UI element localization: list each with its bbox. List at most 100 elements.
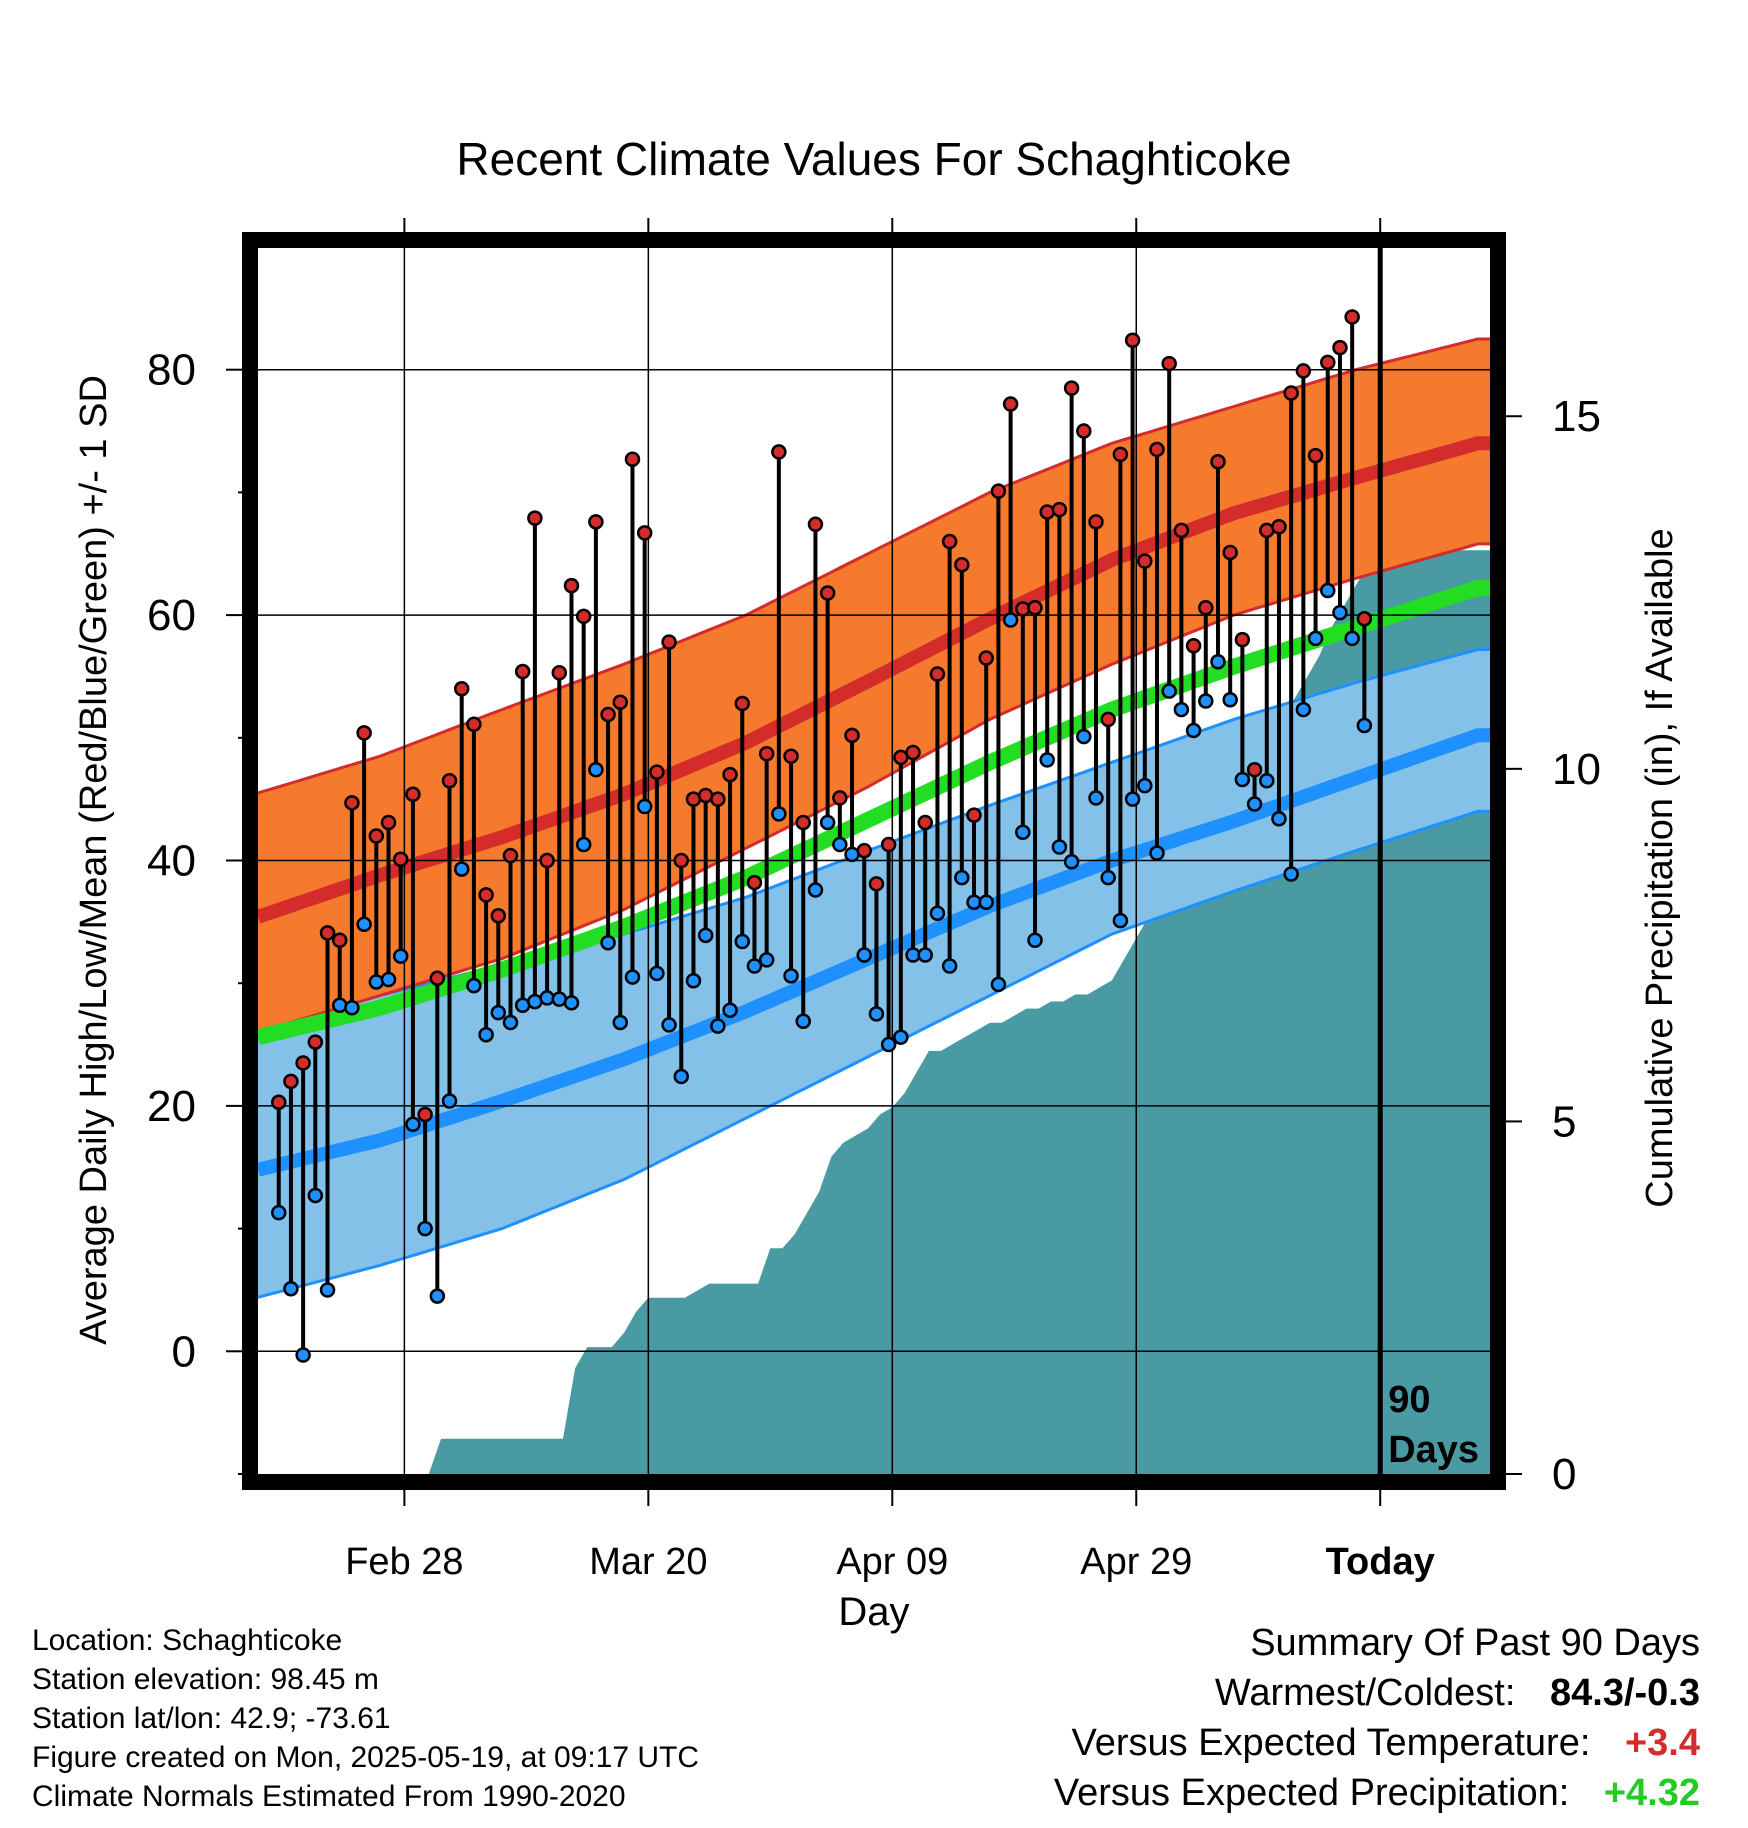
daily-high-point — [331, 932, 348, 949]
summary-temp-label: Versus Expected Temperature: — [1071, 1722, 1591, 1764]
today-annotation-count: 90 — [1388, 1379, 1430, 1421]
daily-high-point — [1076, 423, 1092, 439]
x-tick-label: Apr 29 — [1080, 1541, 1192, 1583]
daily-high-point — [502, 847, 519, 864]
daily-high-point — [1149, 441, 1165, 458]
daily-low-point — [1112, 912, 1129, 929]
daily-low-point — [868, 1006, 885, 1022]
daily-high-point — [795, 814, 812, 831]
latlon-text: Station lat/lon: 42.9; -73.61 — [32, 1702, 391, 1735]
daily-low-point — [1149, 845, 1165, 861]
daily-high-point — [490, 907, 507, 924]
daily-high-point — [880, 836, 897, 853]
daily-low-point — [929, 905, 946, 922]
daily-high-point — [917, 814, 933, 831]
daily-low-point — [1173, 701, 1190, 718]
daily-low-point — [575, 836, 592, 853]
daily-high-point — [1100, 711, 1116, 728]
summary-temp-row: Versus Expected Temperature: +3.4 — [1071, 1722, 1700, 1765]
daily-high-point — [856, 842, 872, 859]
daily-high-point — [1027, 599, 1043, 616]
y-left-tick-label: 0 — [172, 1327, 196, 1376]
created-text: Figure created on Mon, 2025-05-19, at 09… — [32, 1741, 700, 1774]
y-right-tick-label: 5 — [1552, 1097, 1576, 1146]
y-right-tick-label: 0 — [1552, 1450, 1576, 1499]
daily-low-point — [1271, 811, 1287, 827]
normal-low-line — [258, 728, 1490, 1177]
y-axis-label-right: Cumulative Precipitation (in), If Availa… — [1639, 528, 1681, 1207]
daily-low-point — [368, 974, 385, 990]
daily-high-point — [734, 695, 751, 712]
daily-low-point — [1137, 777, 1153, 794]
daily-low-point — [734, 933, 751, 950]
daily-high-point — [783, 748, 799, 764]
daily-low-point — [1210, 653, 1226, 670]
daily-high-point — [600, 706, 616, 723]
daily-low-point — [673, 1068, 690, 1085]
daily-low-point — [1198, 693, 1214, 709]
daily-low-point — [807, 882, 824, 898]
daily-high-point — [746, 874, 763, 891]
daily-high-point — [1137, 553, 1153, 569]
low-sd-band — [258, 649, 1490, 1298]
daily-high-point — [575, 608, 592, 625]
daily-high-point — [478, 887, 494, 903]
y-left-tick-label: 60 — [147, 591, 196, 640]
daily-low-point — [941, 958, 958, 974]
daily-high-point — [588, 514, 604, 530]
daily-low-point — [417, 1220, 433, 1237]
daily-high-point — [868, 876, 885, 892]
daily-low-point — [758, 952, 775, 968]
daily-low-point — [978, 894, 994, 910]
x-tick-label: Today — [1326, 1541, 1435, 1583]
daily-high-point — [527, 510, 543, 526]
daily-low-point — [1039, 752, 1055, 768]
daily-high-point — [1356, 611, 1373, 627]
daily-high-point — [636, 525, 653, 541]
daily-low-point — [990, 976, 1007, 993]
summary-warmest-value: 84.3/-0.3 — [1550, 1672, 1700, 1714]
summary-precip-label: Versus Expected Precipitation: — [1053, 1772, 1570, 1814]
normal-mean-line — [258, 580, 1490, 1045]
daily-low-point — [1100, 869, 1116, 886]
daily-low-point — [1295, 701, 1312, 718]
daily-high-point — [1088, 514, 1104, 530]
x-tick-label: Mar 20 — [589, 1541, 707, 1583]
daily-high-point — [380, 814, 397, 831]
daily-high-point — [1124, 332, 1141, 349]
daily-high-point — [1283, 385, 1299, 401]
daily-high-point — [270, 1094, 287, 1110]
daily-low-point — [295, 1347, 311, 1363]
daily-high-point — [954, 557, 970, 573]
daily-high-point — [356, 725, 372, 741]
daily-high-point — [978, 650, 994, 666]
daily-high-point — [539, 852, 555, 869]
daily-high-point — [1332, 339, 1348, 356]
daily-high-point — [368, 828, 385, 844]
summary-warmest-label: Warmest/Coldest: — [1214, 1672, 1516, 1714]
daily-high-point — [807, 516, 824, 533]
daily-high-point — [1271, 519, 1287, 535]
daily-high-point — [319, 925, 336, 941]
daily-low-point — [600, 934, 616, 951]
x-tick-label: Feb 28 — [345, 1541, 463, 1583]
daily-low-point — [1015, 824, 1031, 841]
daily-low-point — [563, 995, 580, 1011]
chart-title: Recent Climate Values For Schaghticoke — [456, 133, 1291, 185]
daily-high-point — [1173, 522, 1190, 539]
daily-low-point — [1283, 866, 1299, 882]
daily-low-point — [319, 1282, 336, 1298]
summary-warmest-row: Warmest/Coldest: 84.3/-0.3 — [1215, 1672, 1700, 1715]
daily-high-point — [1063, 380, 1080, 396]
daily-high-point — [514, 663, 531, 680]
daily-low-point — [453, 861, 470, 877]
daily-low-point — [283, 1280, 299, 1297]
daily-low-point — [783, 968, 799, 984]
daily-high-point — [649, 764, 665, 780]
plot-frame — [242, 232, 1506, 1490]
x-axis-label: Day — [838, 1590, 909, 1634]
daily-high-point — [429, 970, 446, 987]
daily-low-point — [441, 1093, 458, 1109]
summary-title: Summary Of Past 90 Days — [1250, 1622, 1700, 1664]
daily-low-point — [502, 1014, 519, 1031]
